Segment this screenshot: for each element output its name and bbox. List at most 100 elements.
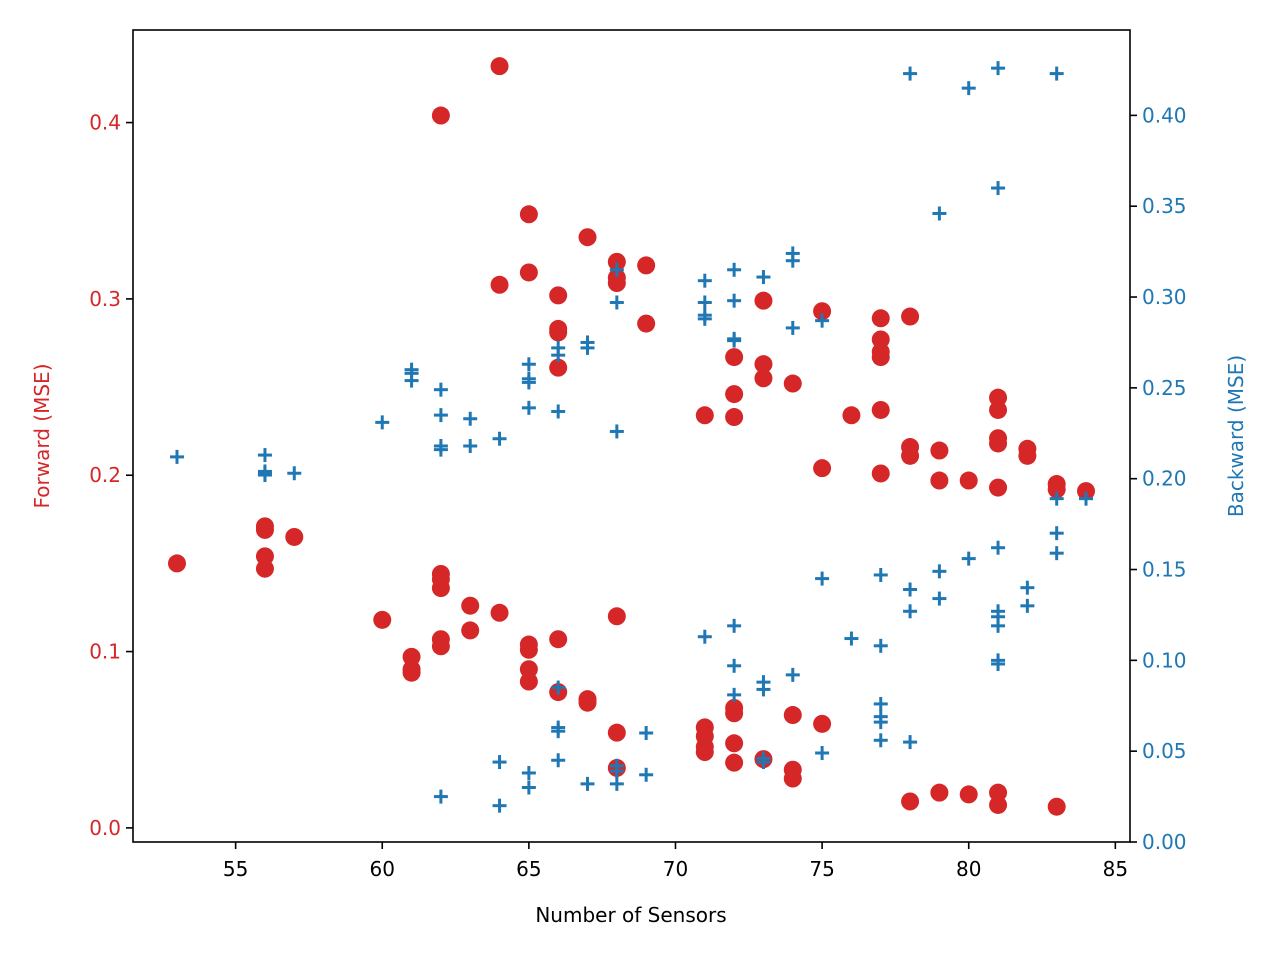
forward-data-point — [959, 785, 978, 804]
forward-data-point — [490, 603, 509, 622]
forward-data-point — [519, 263, 538, 282]
backward-data-point — [551, 724, 566, 739]
backward-data-point — [609, 424, 624, 439]
forward-data-point — [519, 205, 538, 224]
right-y-axis-label: Backward (MSE) — [1224, 355, 1248, 517]
forward-data-point — [842, 406, 861, 425]
forward-data-point — [431, 106, 450, 125]
forward-data-point — [402, 663, 421, 682]
forward-data-point — [754, 355, 773, 374]
backward-data-point — [991, 540, 1006, 555]
backward-data-point — [580, 776, 595, 791]
forward-data-point — [930, 471, 949, 490]
backward-data-point — [903, 604, 918, 619]
forward-data-point — [901, 307, 920, 326]
backward-data-point — [551, 404, 566, 419]
forward-data-point — [959, 471, 978, 490]
backward-data-point — [1049, 491, 1064, 506]
forward-data-point — [725, 408, 744, 427]
backward-data-point — [991, 618, 1006, 633]
x-tick-label: 75 — [809, 857, 834, 881]
forward-data-point — [989, 795, 1008, 814]
backward-data-point — [492, 798, 507, 813]
backward-data-point — [1020, 580, 1035, 595]
backward-data-point — [404, 373, 419, 388]
backward-data-point — [903, 66, 918, 81]
forward-data-point — [519, 640, 538, 659]
right-y-tick-label: 0.25 — [1142, 376, 1187, 400]
x-axis: 55 60 65 70 75 80 85 — [223, 842, 1128, 881]
backward-data-point — [873, 638, 888, 653]
forward-data-point — [167, 554, 186, 573]
forward-data-point — [255, 520, 274, 539]
x-tick-label: 55 — [223, 857, 248, 881]
backward-data-point — [169, 449, 184, 464]
forward-data-point — [989, 400, 1008, 419]
forward-data-point — [549, 358, 568, 377]
backward-data-point — [551, 348, 566, 363]
forward-mse-series — [167, 57, 1096, 816]
forward-data-point — [783, 374, 802, 393]
forward-data-point — [490, 275, 509, 294]
backward-data-point — [815, 313, 830, 328]
forward-data-point — [989, 478, 1008, 497]
backward-data-point — [609, 295, 624, 310]
backward-data-point — [785, 320, 800, 335]
x-axis-label: Number of Sensors — [535, 903, 726, 927]
forward-data-point — [402, 647, 421, 666]
backward-data-point — [521, 357, 536, 372]
forward-data-point — [695, 406, 714, 425]
forward-data-point — [871, 330, 890, 349]
right-y-tick-label: 0.05 — [1142, 739, 1187, 763]
backward-data-point — [785, 253, 800, 268]
forward-data-point — [901, 792, 920, 811]
backward-data-point — [697, 295, 712, 310]
backward-data-point — [639, 767, 654, 782]
forward-data-point — [871, 309, 890, 328]
backward-data-point — [727, 687, 742, 702]
backward-data-point — [521, 400, 536, 415]
forward-data-point — [519, 660, 538, 679]
right-y-axis: 0.00 0.05 0.10 0.15 0.20 0.25 0.30 0.35 0.40 — [1130, 103, 1187, 854]
forward-data-point — [519, 672, 538, 691]
backward-data-point — [551, 680, 566, 695]
forward-data-point — [695, 743, 714, 762]
x-tick-label: 85 — [1103, 857, 1128, 881]
forward-data-point — [901, 446, 920, 465]
forward-data-point — [813, 714, 832, 733]
forward-data-point — [725, 734, 744, 753]
backward-data-point — [433, 382, 448, 397]
backward-data-point — [639, 726, 654, 741]
forward-data-point — [607, 274, 626, 293]
backward-data-point — [815, 571, 830, 586]
backward-data-point — [257, 448, 272, 463]
forward-data-point — [255, 547, 274, 566]
backward-data-point — [903, 735, 918, 750]
right-y-tick-label: 0.10 — [1142, 648, 1187, 672]
backward-data-point — [580, 340, 595, 355]
backward-data-point — [375, 415, 390, 430]
backward-data-point — [844, 631, 859, 646]
forward-data-point — [989, 388, 1008, 407]
x-tick-label: 65 — [516, 857, 541, 881]
backward-data-point — [727, 333, 742, 348]
forward-data-point — [637, 256, 656, 275]
backward-data-point — [433, 408, 448, 423]
x-tick-label: 70 — [663, 857, 688, 881]
backward-data-point — [1049, 526, 1064, 541]
forward-data-point — [725, 385, 744, 404]
right-y-tick-label: 0.15 — [1142, 558, 1187, 582]
backward-data-point — [1020, 598, 1035, 613]
right-y-tick-label: 0.30 — [1142, 285, 1187, 309]
forward-data-point — [549, 630, 568, 649]
backward-mse-series — [169, 61, 1094, 813]
backward-data-point — [609, 262, 624, 277]
backward-data-point — [756, 682, 771, 697]
forward-data-point — [754, 291, 773, 310]
left-y-axis: 0.0 0.1 0.2 0.3 0.4 — [89, 111, 133, 840]
backward-data-point — [609, 764, 624, 779]
backward-data-point — [873, 733, 888, 748]
backward-data-point — [463, 438, 478, 453]
left-y-tick-label: 0.2 — [89, 463, 121, 487]
